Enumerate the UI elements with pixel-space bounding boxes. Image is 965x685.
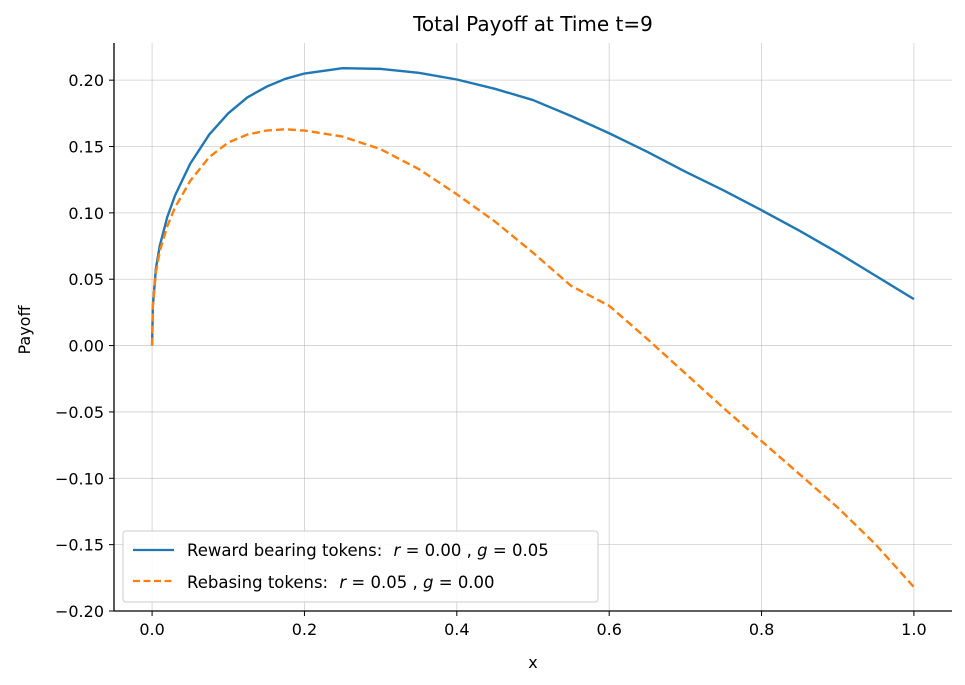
legend-math-reward-r-var: r [394,541,402,560]
x-tick-label: 1.0 [901,620,926,639]
y-tick-label: 0.10 [68,204,104,223]
legend-math-reward-g-var: g [477,541,487,560]
legend-math-rebasing-r-var: r [339,573,347,592]
y-tick-label: 0.00 [68,337,104,356]
legend-math-reward-eq1: = [406,541,425,560]
y-tick-label: 0.05 [68,270,104,289]
x-tick-label: 0.2 [292,620,317,639]
legend-math-rebasing-r-val: 0.05 [371,573,408,592]
legend-math-rebasing-eq1: = [351,573,370,592]
series-line-rebasing [150,128,915,588]
series-line-reward-bearing [150,67,915,346]
series-lines [150,67,915,588]
x-tick-label: 0.0 [139,620,164,639]
y-tick-label: −0.20 [55,602,104,621]
legend-math-rebasing-g-val: 0.00 [458,573,495,592]
legend-math-rebasing-eq2: = [439,573,458,592]
legend-entry-reward: Reward bearing tokens: r = 0.00 , g = 0.… [187,541,549,560]
y-axis-label: Payoff [15,305,34,355]
x-axis-label: x [528,653,537,672]
y-tick-label: −0.05 [55,403,104,422]
legend-math-rebasing-comma: , [413,573,424,592]
ticks: 0.0 0.2 0.4 0.6 0.8 1.0 0.20 0.15 0.10 0.05 0.00 −0… [55,71,927,639]
axes [113,43,952,612]
legend-label-rebasing: Rebasing tokens: [187,573,328,592]
x-tick-label: 0.4 [444,620,469,639]
legend-math-reward-comma: , [467,541,478,560]
legend-entry-rebasing: Rebasing tokens: r = 0.05 , g = 0.00 [187,573,495,592]
y-tick-label: 0.15 [68,138,104,157]
legend-math-reward-r-val: 0.00 [425,541,462,560]
grid [114,43,952,612]
legend: Reward bearing tokens: r = 0.00 , g = 0.… [122,530,599,603]
x-tick-label: 0.6 [596,620,621,639]
chart-title: Total Payoff at Time t=9 [412,12,653,36]
x-tick-label: 0.8 [749,620,774,639]
y-tick-label: 0.20 [68,71,104,90]
y-tick-label: −0.10 [55,469,104,488]
legend-math-reward-g-val: 0.05 [512,541,549,560]
legend-math-rebasing-g-var: g [423,573,433,592]
legend-math-reward-eq2: = [493,541,512,560]
legend-box [122,530,599,603]
legend-label-reward: Reward bearing tokens: [187,541,382,560]
y-tick-label: −0.15 [55,536,104,555]
